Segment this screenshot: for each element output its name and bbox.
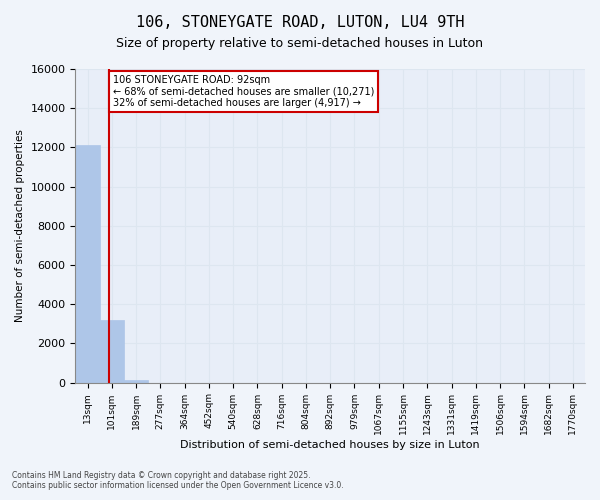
X-axis label: Distribution of semi-detached houses by size in Luton: Distribution of semi-detached houses by …	[181, 440, 480, 450]
Text: Size of property relative to semi-detached houses in Luton: Size of property relative to semi-detach…	[116, 38, 484, 51]
Text: 106, STONEYGATE ROAD, LUTON, LU4 9TH: 106, STONEYGATE ROAD, LUTON, LU4 9TH	[136, 15, 464, 30]
Text: Contains HM Land Registry data © Crown copyright and database right 2025.
Contai: Contains HM Land Registry data © Crown c…	[12, 470, 344, 490]
Bar	[100, 320, 124, 382]
Bar	[76, 146, 100, 382]
Bar	[124, 380, 148, 382]
Text: 106 STONEYGATE ROAD: 92sqm
← 68% of semi-detached houses are smaller (10,271)
32: 106 STONEYGATE ROAD: 92sqm ← 68% of semi…	[113, 75, 374, 108]
Y-axis label: Number of semi-detached properties: Number of semi-detached properties	[15, 130, 25, 322]
